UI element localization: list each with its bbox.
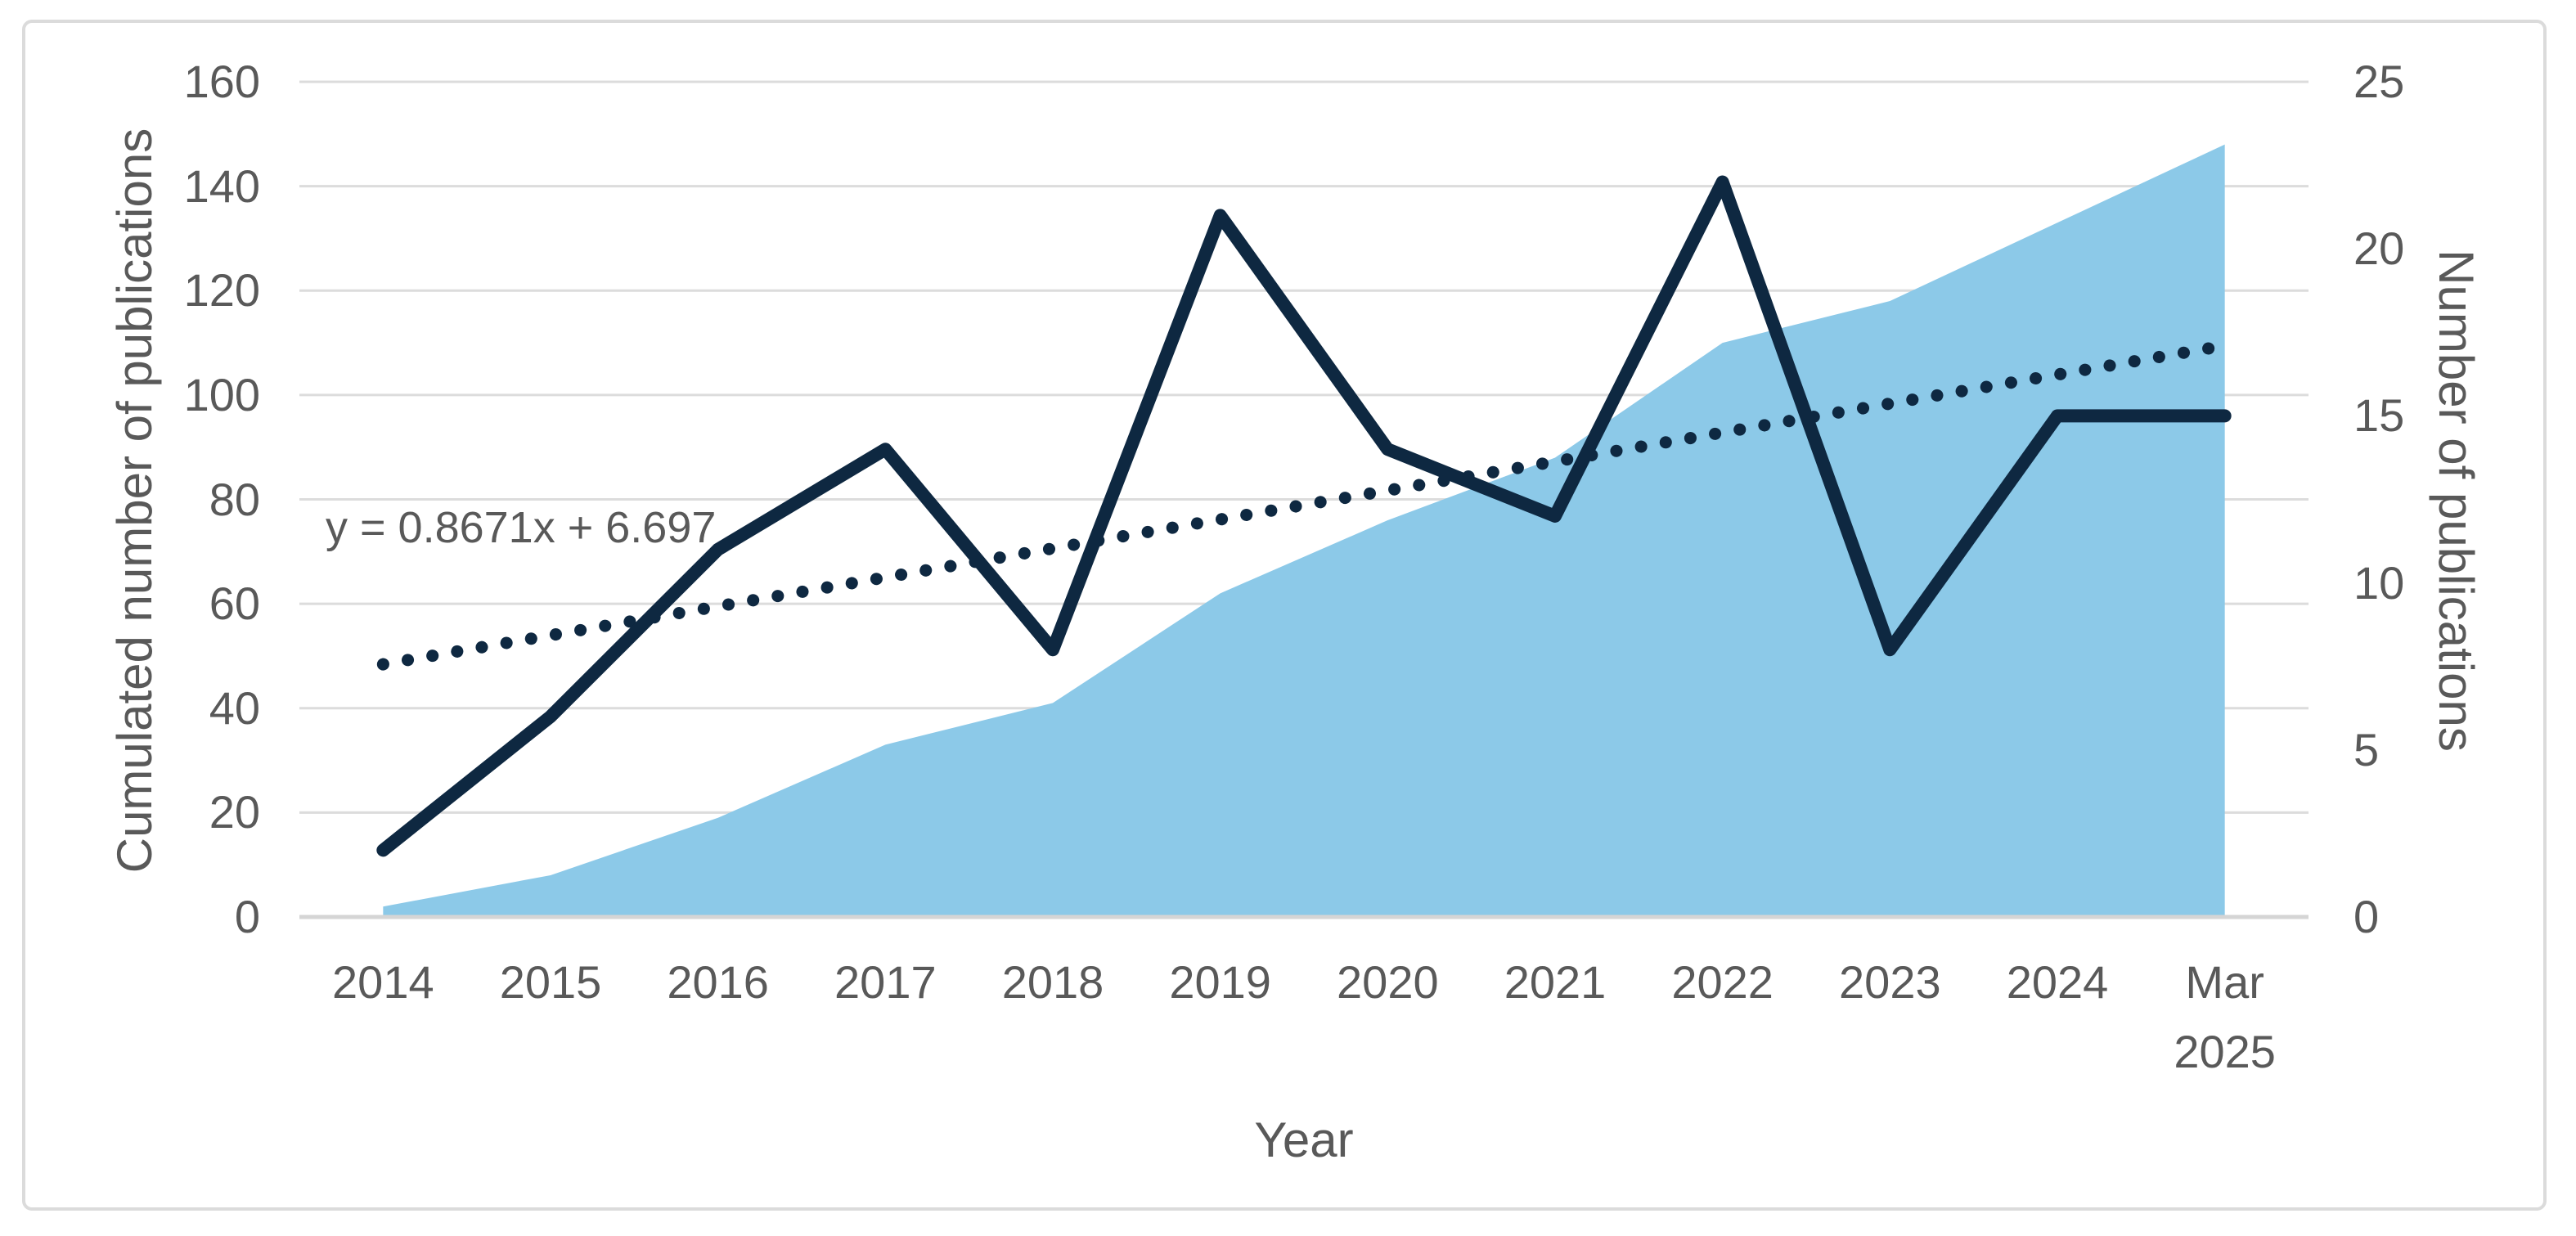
left-axis-tick-80: 80 — [209, 473, 260, 525]
left-axis-tick-20: 20 — [209, 786, 260, 838]
right-axis-tick-0: 0 — [2353, 891, 2380, 942]
x-axis-tick-2020: 2020 — [1337, 956, 1439, 1008]
right-axis-tick-25: 25 — [2353, 56, 2405, 107]
x-axis-tick-2023: 2023 — [1839, 956, 1941, 1008]
right-axis-tick-20: 20 — [2353, 222, 2405, 275]
right-axis-tick-5: 5 — [2353, 723, 2380, 775]
left-axis-tick-60: 60 — [209, 578, 260, 630]
x-axis-tick-2024: 2024 — [2006, 956, 2109, 1008]
left-axis-tick-140: 140 — [183, 160, 260, 212]
x-axis-tick-2018: 2018 — [1001, 956, 1104, 1008]
right-axis-title: Number of publications — [2429, 249, 2484, 752]
trendline-equation-label: y = 0.8671x + 6.697 — [326, 503, 717, 552]
left-axis-tick-120: 120 — [183, 264, 260, 317]
x-axis-tick-2016: 2016 — [667, 956, 769, 1008]
left-axis-tick-160: 160 — [183, 56, 260, 107]
x-axis-tick-Mar-2025: Mar 2025 — [2174, 956, 2276, 1077]
area-series-cumulated-publications — [383, 144, 2225, 917]
x-axis-tick-2022: 2022 — [1671, 956, 1774, 1008]
x-axis-tick-2014: 2014 — [332, 956, 434, 1008]
x-axis-tick-2015: 2015 — [499, 956, 602, 1008]
right-axis-tick-10: 10 — [2353, 556, 2405, 609]
trendline-dotted — [376, 339, 2232, 671]
right-axis-tick-15: 15 — [2353, 389, 2405, 442]
left-axis-tick-100: 100 — [183, 368, 260, 420]
x-axis-tick-2021: 2021 — [1504, 956, 1607, 1008]
left-axis-tick-40: 40 — [209, 681, 260, 734]
line-series-number-of-publications — [376, 175, 2232, 857]
left-axis-tick-0: 0 — [234, 891, 260, 942]
left-axis-title: Cumulated number of publications — [107, 128, 162, 874]
x-axis-title: Year — [1254, 1112, 1354, 1167]
x-axis-tick-2017: 2017 — [834, 956, 937, 1008]
x-axis-tick-2019: 2019 — [1169, 956, 1271, 1008]
